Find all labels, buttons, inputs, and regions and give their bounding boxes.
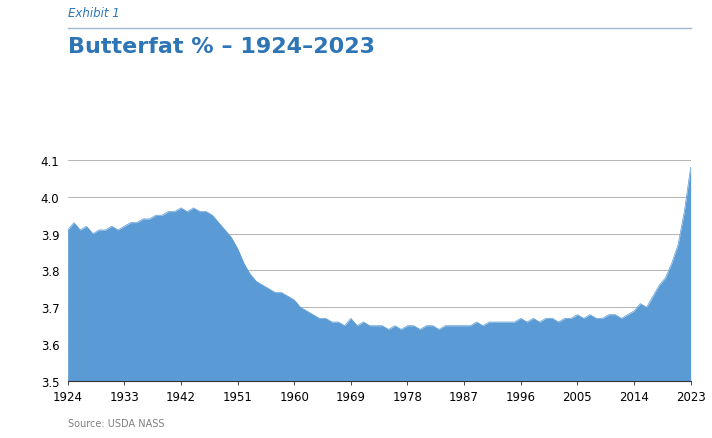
Text: Exhibit 1: Exhibit 1 xyxy=(68,7,120,20)
Text: Source: USDA NASS: Source: USDA NASS xyxy=(68,418,164,428)
Text: Butterfat % – 1924–2023: Butterfat % – 1924–2023 xyxy=(68,37,375,57)
